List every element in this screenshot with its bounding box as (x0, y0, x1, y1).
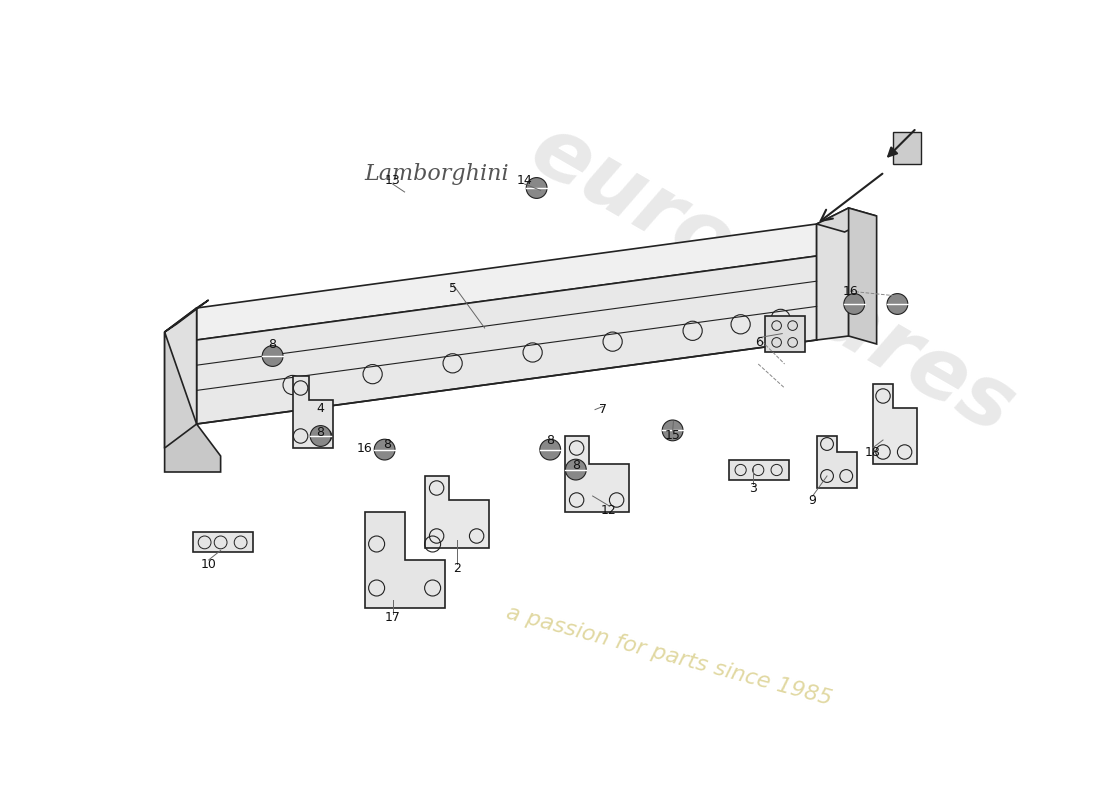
Text: 13: 13 (385, 174, 400, 186)
Text: 8: 8 (383, 438, 390, 451)
Circle shape (310, 426, 331, 446)
Text: 5: 5 (449, 282, 456, 294)
Circle shape (540, 439, 561, 460)
Circle shape (887, 294, 907, 314)
Polygon shape (564, 436, 628, 512)
Circle shape (565, 459, 586, 480)
Polygon shape (872, 384, 916, 464)
FancyArrowPatch shape (821, 174, 882, 221)
Text: 7: 7 (600, 403, 607, 416)
Polygon shape (192, 532, 253, 552)
Polygon shape (816, 436, 857, 488)
Polygon shape (728, 460, 789, 480)
Polygon shape (892, 132, 921, 164)
Polygon shape (848, 208, 877, 344)
Circle shape (844, 294, 865, 314)
Circle shape (374, 439, 395, 460)
Text: 16: 16 (356, 442, 373, 454)
Text: 8: 8 (573, 459, 581, 472)
Polygon shape (165, 300, 209, 332)
Text: a passion for parts since 1985: a passion for parts since 1985 (504, 603, 834, 709)
Text: 9: 9 (808, 494, 816, 506)
Circle shape (662, 420, 683, 441)
Text: 14: 14 (517, 174, 532, 186)
Polygon shape (197, 256, 816, 424)
Polygon shape (816, 208, 877, 232)
Text: eurospares: eurospares (516, 108, 1030, 452)
Text: 8: 8 (268, 338, 276, 350)
Polygon shape (165, 424, 221, 472)
Polygon shape (197, 224, 816, 340)
Polygon shape (764, 316, 804, 352)
Text: 17: 17 (385, 611, 400, 624)
Text: 2: 2 (453, 562, 461, 574)
Text: 15: 15 (664, 429, 681, 442)
Text: 8: 8 (317, 426, 324, 438)
Polygon shape (364, 512, 444, 608)
Circle shape (526, 178, 547, 198)
Text: 6: 6 (755, 336, 763, 349)
Text: 3: 3 (749, 482, 757, 494)
Polygon shape (165, 308, 197, 448)
Text: 8: 8 (547, 434, 554, 446)
Polygon shape (816, 208, 848, 340)
Text: 18: 18 (865, 446, 881, 458)
Text: 12: 12 (601, 504, 616, 517)
Polygon shape (293, 376, 332, 448)
Circle shape (262, 346, 283, 366)
Text: 10: 10 (200, 558, 217, 570)
Polygon shape (165, 332, 197, 460)
Text: 4: 4 (317, 402, 324, 414)
Polygon shape (425, 476, 488, 548)
Text: Lamborghini: Lamborghini (364, 163, 509, 185)
Text: 16: 16 (843, 285, 858, 298)
